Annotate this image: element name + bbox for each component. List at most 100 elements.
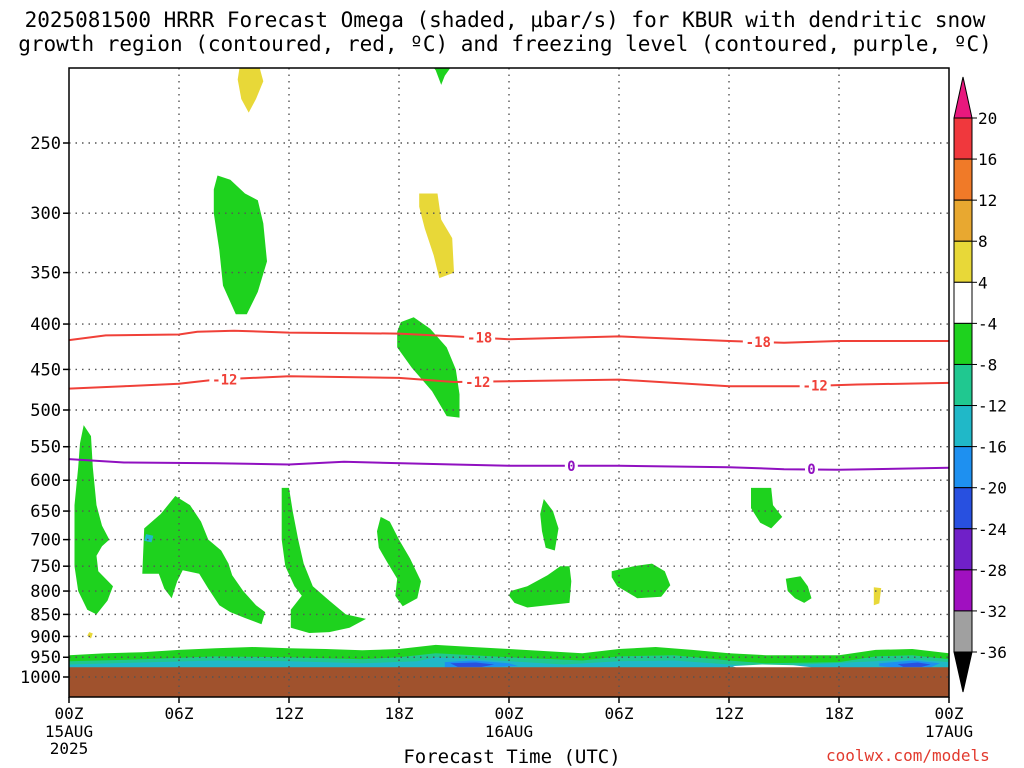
omega-region-2 — [873, 587, 882, 606]
y-tick-label-400: 400 — [30, 315, 61, 335]
colorbar-label-3: 8 — [978, 232, 988, 251]
x-tick-label-7: 18Z — [825, 704, 854, 723]
contour-label-0-1: -18 — [746, 335, 771, 351]
y-tick-label-550: 550 — [30, 438, 61, 458]
x-tick-sublabel-4-0: 16AUG — [485, 722, 533, 741]
contour-lines: -18 -18 -12 -12 -12 0 0 — [68, 329, 950, 478]
y-tick-label-800: 800 — [30, 582, 61, 602]
contour-label-1-0: -12 — [212, 373, 237, 389]
omega-region-3 — [87, 632, 93, 639]
omega-region-12 — [509, 566, 572, 608]
contour-label-2-0: 0 — [567, 459, 575, 475]
x-tick-sublabel-8-0: 17AUG — [925, 722, 973, 741]
contour-line-0 — [68, 329, 949, 344]
contour-label-bg-0-0 — [464, 329, 496, 346]
omega-region-13 — [611, 563, 671, 599]
y-tick-label-950: 950 — [30, 648, 61, 668]
colorbar-bottom-arrow — [953, 651, 973, 693]
credit-text: coolwx.com/models — [826, 746, 990, 765]
y-tick-label-900: 900 — [30, 627, 61, 647]
x-tick-label-1: 06Z — [165, 704, 194, 723]
y-tick-label-700: 700 — [30, 531, 61, 551]
y-tick-label-850: 850 — [30, 605, 61, 625]
axes: 2503003504004505005506006507007508008509… — [20, 67, 973, 758]
colorbar-segment-12 — [953, 610, 973, 653]
colorbar-label-11: -28 — [978, 561, 1007, 580]
colorbar-segment-5 — [953, 322, 973, 365]
omega-region-8 — [142, 496, 266, 625]
colorbar-segment-10 — [953, 528, 973, 571]
contour-label-2-1: 0 — [807, 462, 815, 478]
x-tick-label-5: 06Z — [605, 704, 634, 723]
omega-region-0 — [237, 68, 264, 113]
colorbar-label-5: -4 — [978, 314, 997, 333]
colorbar-label-9: -20 — [978, 479, 1007, 498]
y-tick-label-350: 350 — [30, 264, 61, 284]
colorbar-label-0: 20 — [978, 109, 997, 128]
colorbar-segment-8 — [953, 446, 973, 489]
colorbar-segment-1 — [953, 158, 973, 201]
x-tick-sublabel-0-0: 15AUG — [45, 722, 93, 741]
omega-region-22 — [450, 662, 495, 667]
omega-region-14 — [751, 487, 783, 529]
colorbar-segment-9 — [953, 487, 973, 530]
colorbar-segment-7 — [953, 405, 973, 448]
y-tick-label-650: 650 — [30, 502, 61, 522]
x-tick-label-6: 12Z — [715, 704, 744, 723]
contour-line-2 — [68, 458, 950, 471]
y-tick-label-450: 450 — [30, 360, 61, 380]
x-tick-label-0: 00Z — [55, 704, 84, 723]
y-tick-label-500: 500 — [30, 401, 61, 421]
contour-label-bg-0-1 — [742, 333, 774, 350]
colorbar-label-8: -16 — [978, 438, 1007, 457]
y-tick-label-750: 750 — [30, 557, 61, 577]
colorbar-label-12: -32 — [978, 602, 1007, 621]
omega-region-7 — [74, 425, 113, 615]
colorbar-label-6: -8 — [978, 355, 997, 374]
colorbar-segment-3 — [953, 240, 973, 283]
colorbar: 20 16 12 8 4 -4 -8 -12 -16 -20 -24 -28 -32 -36 — [953, 76, 1007, 693]
omega-region-1 — [419, 193, 454, 279]
colorbar-segment-4 — [953, 281, 973, 324]
colorbar-segment-0 — [953, 117, 973, 160]
contour-label-0-0: -18 — [467, 330, 492, 346]
omega-region-11 — [540, 499, 559, 551]
colorbar-label-4: 4 — [978, 273, 988, 292]
omega-region-4 — [433, 68, 451, 85]
contour-label-bg-1-0 — [209, 371, 241, 388]
colorbar-segment-6 — [953, 363, 973, 407]
contour-label-1-2: -12 — [803, 378, 828, 394]
omega-region-19 — [144, 534, 154, 543]
colorbar-label-2: 12 — [978, 191, 997, 210]
x-tick-label-8: 00Z — [935, 704, 964, 723]
colorbar-label-13: -36 — [978, 643, 1007, 662]
omega-region-5 — [213, 175, 267, 315]
colorbar-label-10: -24 — [978, 520, 1007, 539]
omega-region-9 — [281, 487, 366, 633]
omega-region-15 — [785, 576, 812, 603]
colorbar-segment-11 — [953, 569, 973, 612]
omega-region-23 — [897, 662, 931, 667]
x-tick-sublabel-0-1: 2025 — [50, 739, 89, 758]
contour-label-bg-1-2 — [799, 377, 831, 394]
omega-region-6 — [397, 317, 460, 418]
colorbar-label-1: 16 — [978, 150, 997, 169]
colorbar-label-7: -12 — [978, 397, 1007, 416]
x-tick-label-4: 00Z — [495, 704, 524, 723]
x-tick-label-2: 12Z — [275, 704, 304, 723]
y-tick-label-250: 250 — [30, 134, 61, 154]
grid-lines — [69, 68, 949, 697]
x-axis-label: Forecast Time (UTC) — [403, 746, 621, 768]
contour-label-bg-2-0 — [564, 457, 578, 474]
y-tick-label-600: 600 — [30, 471, 61, 491]
x-tick-label-3: 18Z — [385, 704, 414, 723]
contour-label-1-1: -12 — [465, 375, 490, 391]
contour-label-bg-2-1 — [805, 461, 818, 478]
colorbar-top-arrow — [953, 76, 973, 119]
chart-title: 2025081500 HRRR Forecast Omega (shaded, … — [18, 8, 992, 56]
y-tick-label-1000: 1000 — [20, 668, 61, 688]
contour-label-bg-1-1 — [462, 374, 494, 391]
colorbar-segment-2 — [953, 199, 973, 242]
y-tick-label-300: 300 — [30, 204, 61, 224]
